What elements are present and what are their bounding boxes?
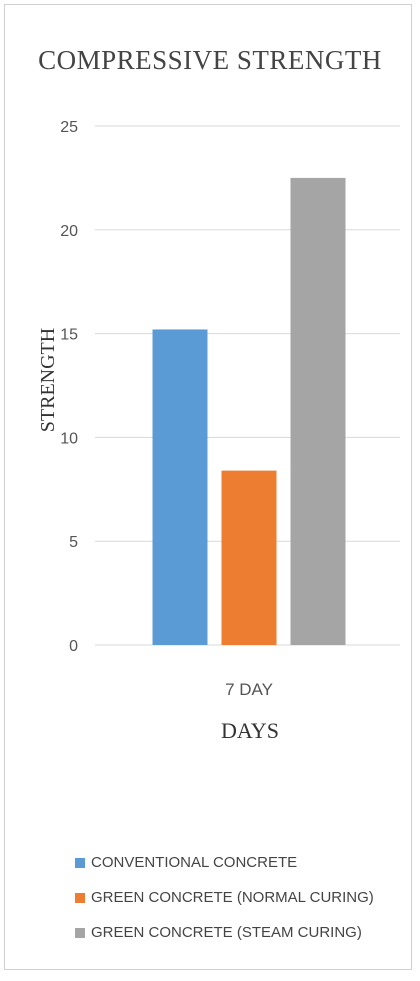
y-tick-label: 15 [60, 327, 78, 344]
legend-swatch [75, 857, 85, 868]
y-tick-label: 10 [60, 430, 78, 447]
y-tick-label: 25 [60, 119, 78, 136]
x-tick-label: 7 DAY [225, 680, 273, 699]
chart-title: COMPRESSIVE STRENGTH [38, 45, 382, 75]
bar-2 [290, 177, 346, 645]
x-axis-label: DAYS [221, 718, 279, 743]
legend-item: GREEN CONCRETE (STEAM CURING) [75, 915, 374, 950]
legend-item: CONVENTIONAL CONCRETE [75, 845, 374, 880]
y-tick-label: 5 [69, 534, 78, 551]
legend-label: GREEN CONCRETE (STEAM CURING) [91, 924, 362, 941]
legend-item: GREEN CONCRETE (NORMAL CURING) [75, 880, 374, 915]
legend-label: CONVENTIONAL CONCRETE [91, 854, 298, 871]
bar-0 [152, 329, 208, 645]
legend-label: GREEN CONCRETE (NORMAL CURING) [91, 889, 374, 906]
legend-swatch [75, 892, 85, 903]
legend: CONVENTIONAL CONCRETE GREEN CONCRETE (NO… [75, 845, 374, 950]
y-tick-label: 20 [60, 223, 78, 240]
y-tick-label: 0 [69, 638, 78, 655]
legend-swatch [75, 927, 85, 938]
bar-1 [221, 470, 277, 645]
